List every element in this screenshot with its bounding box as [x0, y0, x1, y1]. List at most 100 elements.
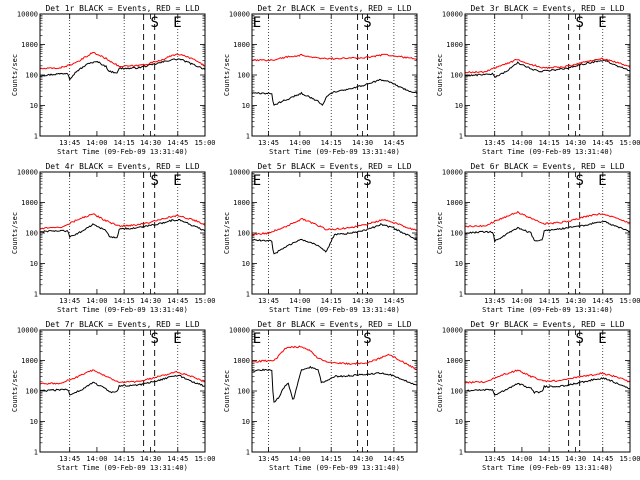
- y-tick-label: 10000: [17, 11, 38, 19]
- panel-2: Det 2r BLACK = Events, RED = LLD 1 10 100 10…: [223, 4, 418, 156]
- y-tick-label: 100: [25, 72, 38, 80]
- y-tick-label: 1000: [233, 357, 250, 365]
- y-axis-label: Counts/sec: [223, 212, 231, 254]
- x-tick-label: 13:45: [258, 139, 279, 147]
- x-tick-label: 14:45: [167, 139, 188, 147]
- marker-s: S: [363, 173, 371, 189]
- y-tick-label: 1: [459, 133, 463, 141]
- plot-frame: [464, 171, 631, 295]
- y-tick-label: 1: [34, 133, 38, 141]
- plot-frame: [39, 329, 206, 453]
- y-tick-label: 1000: [233, 199, 250, 207]
- x-tick-label: 14:00: [289, 455, 310, 463]
- y-tick-label: 10: [242, 260, 250, 268]
- marker-e: E: [173, 173, 181, 189]
- y-tick-label: 100: [450, 388, 463, 396]
- panel-title: Det 2r BLACK = Events, RED = LLD: [257, 4, 411, 13]
- panel-7: Det 7r BLACK = Events, RED = LLD 1 10 100 10…: [11, 320, 216, 472]
- marker-s: S: [575, 173, 583, 189]
- x-tick-label: 14:45: [592, 297, 613, 305]
- x-tick-label: 13:45: [484, 139, 505, 147]
- panel-3: Det 3r BLACK = Events, RED = LLD 1 10 100 10…: [436, 4, 640, 156]
- marker-e: E: [598, 173, 606, 189]
- marker-e: E: [253, 173, 261, 189]
- series-events-line: [464, 220, 631, 244]
- panel-title: Det 9r BLACK = Events, RED = LLD: [470, 320, 624, 329]
- marker-s: S: [150, 173, 158, 189]
- x-axis-label: Start Time (09-Feb-09 13:31:40): [57, 464, 188, 472]
- x-tick-label: 14:30: [352, 455, 373, 463]
- x-tick-label: 13:45: [484, 455, 505, 463]
- x-axis-label: Start Time (09-Feb-09 13:31:40): [57, 306, 188, 314]
- panel-title: Det 3r BLACK = Events, RED = LLD: [470, 4, 624, 13]
- x-tick-label: 14:45: [167, 297, 188, 305]
- y-tick-label: 10: [455, 260, 463, 268]
- y-tick-label: 10: [30, 418, 38, 426]
- x-tick-label: 14:15: [321, 455, 342, 463]
- series-lld-line: [464, 57, 631, 74]
- x-axis-label: Start Time (09-Feb-09 13:31:40): [482, 464, 613, 472]
- y-tick-label: 100: [450, 230, 463, 238]
- y-tick-label: 10000: [17, 327, 38, 335]
- y-tick-label: 10000: [442, 11, 463, 19]
- x-tick-label: 14:45: [383, 139, 404, 147]
- x-tick-label: 14:30: [352, 139, 373, 147]
- x-tick-label: 14:45: [167, 455, 188, 463]
- marker-s: S: [363, 15, 371, 31]
- x-tick-label: 15:00: [194, 455, 215, 463]
- x-tick-label: 13:45: [59, 139, 80, 147]
- x-axis-label: Start Time (09-Feb-09 13:31:40): [269, 464, 400, 472]
- marker-s: S: [150, 331, 158, 347]
- x-tick-label: 14:45: [592, 139, 613, 147]
- panel-1: Det 1r BLACK = Events, RED = LLD 1 10 100 10…: [11, 4, 216, 156]
- y-axis-label: Counts/sec: [11, 212, 19, 254]
- marker-e: E: [173, 331, 181, 347]
- x-tick-label: 13:45: [484, 297, 505, 305]
- y-tick-label: 1: [246, 133, 250, 141]
- x-axis-label: Start Time (09-Feb-09 13:31:40): [269, 306, 400, 314]
- plot-frame: [251, 13, 418, 137]
- y-axis-label: Counts/sec: [436, 212, 444, 254]
- marker-s: S: [363, 331, 371, 347]
- y-tick-label: 1: [459, 291, 463, 299]
- x-tick-label: 14:30: [140, 139, 161, 147]
- x-tick-label: 14:15: [114, 297, 135, 305]
- series-events-line: [39, 58, 206, 81]
- x-tick-label: 14:00: [511, 297, 532, 305]
- series-lld-line: [251, 53, 418, 62]
- series-events-line: [251, 365, 418, 403]
- x-axis-label: Start Time (09-Feb-09 13:31:40): [269, 148, 400, 156]
- marker-s: S: [150, 15, 158, 31]
- x-tick-label: 14:00: [86, 455, 107, 463]
- series-lld-line: [464, 210, 631, 228]
- x-tick-label: 13:45: [59, 455, 80, 463]
- x-tick-label: 14:00: [86, 297, 107, 305]
- y-tick-label: 100: [25, 230, 38, 238]
- series-lld-line: [39, 369, 206, 385]
- panel-title: Det 1r BLACK = Events, RED = LLD: [45, 4, 199, 13]
- marker-e: E: [173, 15, 181, 31]
- y-tick-label: 100: [237, 72, 250, 80]
- y-tick-label: 1000: [233, 41, 250, 49]
- y-tick-label: 10: [455, 418, 463, 426]
- series-lld-line: [252, 345, 418, 371]
- panel-title: Det 4r BLACK = Events, RED = LLD: [45, 162, 199, 171]
- y-tick-label: 10: [455, 102, 463, 110]
- y-axis-label: Counts/sec: [11, 54, 19, 96]
- x-tick-label: 14:15: [321, 139, 342, 147]
- y-tick-label: 1: [246, 291, 250, 299]
- y-tick-label: 1: [459, 449, 463, 457]
- series-events-line: [39, 374, 206, 396]
- x-axis-label: Start Time (09-Feb-09 13:31:40): [57, 148, 188, 156]
- series-events-line: [39, 218, 206, 239]
- x-tick-label: 14:30: [140, 297, 161, 305]
- x-tick-label: 13:45: [258, 297, 279, 305]
- y-tick-label: 100: [237, 230, 250, 238]
- y-axis-label: Counts/sec: [223, 54, 231, 96]
- y-tick-label: 100: [450, 72, 463, 80]
- panel-title: Det 5r BLACK = Events, RED = LLD: [257, 162, 411, 171]
- x-tick-label: 13:45: [258, 455, 279, 463]
- y-tick-label: 10: [242, 102, 250, 110]
- panel-5: Det 5r BLACK = Events, RED = LLD 1 10 100 10…: [223, 162, 418, 314]
- y-tick-label: 1000: [21, 199, 38, 207]
